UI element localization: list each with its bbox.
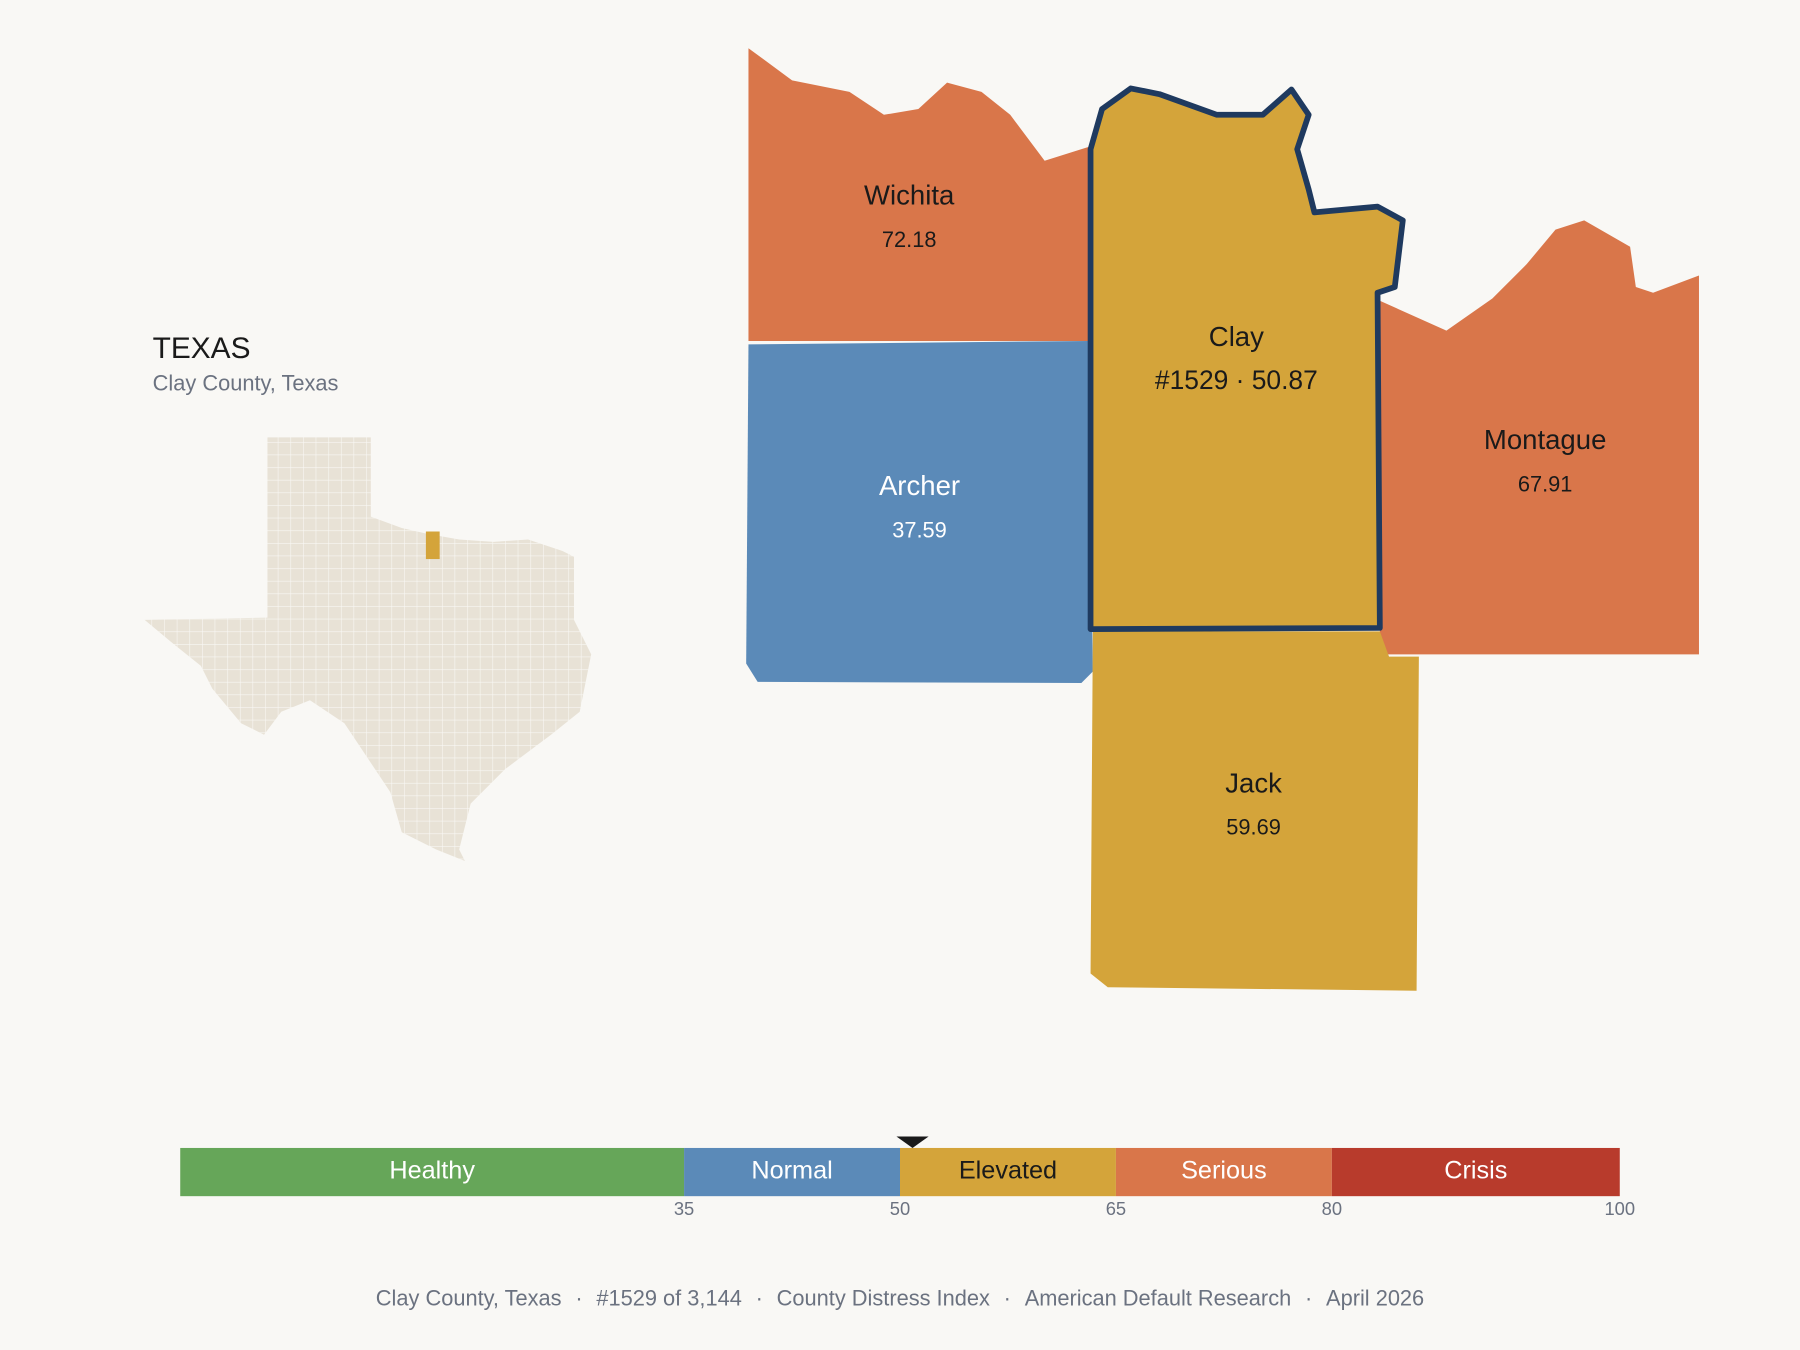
- county-name: Wichita: [864, 180, 955, 211]
- footer-separator: ·: [756, 1285, 763, 1310]
- footer-part: County Distress Index: [777, 1285, 990, 1310]
- county-name: Jack: [1225, 767, 1282, 798]
- scale-tick-label: 35: [674, 1198, 694, 1219]
- footer-part: April 2026: [1326, 1285, 1424, 1310]
- footer-separator: ·: [575, 1285, 582, 1310]
- scale-band-label: Serious: [1181, 1157, 1267, 1185]
- scale-tick-label: 80: [1322, 1198, 1342, 1219]
- county-value: 59.69: [1226, 815, 1281, 840]
- scale-band-label: Healthy: [389, 1157, 475, 1185]
- scale-band-label: Crisis: [1444, 1157, 1507, 1185]
- county-name: Montague: [1484, 424, 1607, 455]
- scale-tick-label: 100: [1604, 1198, 1635, 1219]
- footer: Clay County, Texas · #1529 of 3,144 · County…: [376, 1285, 1424, 1310]
- county-value: #1529 · 50.87: [1155, 365, 1318, 395]
- state-title: TEXAS: [153, 332, 251, 365]
- footer-separator: ·: [1004, 1285, 1011, 1310]
- county-name: Archer: [879, 470, 960, 501]
- county-value: 37.59: [892, 517, 947, 542]
- scale-band: [180, 1147, 685, 1197]
- county-shape: [748, 48, 1089, 341]
- scale-tick-label: 50: [890, 1198, 910, 1219]
- scale-marker: [896, 1136, 929, 1148]
- county-shape: [746, 340, 1093, 684]
- footer-separator: ·: [1305, 1285, 1312, 1310]
- footer-part: #1529 of 3,144: [596, 1285, 741, 1310]
- county-value: 72.18: [882, 227, 937, 252]
- texas-outline: [144, 437, 592, 861]
- scale-band: [1115, 1147, 1332, 1197]
- scale-band: [1331, 1147, 1620, 1197]
- scale-band: [900, 1147, 1116, 1197]
- county-shape: [1379, 220, 1699, 655]
- footer-part: American Default Research: [1025, 1285, 1292, 1310]
- scale-band-label: Elevated: [959, 1157, 1057, 1185]
- scale-band: [684, 1147, 900, 1197]
- state-subtitle: Clay County, Texas: [153, 370, 339, 395]
- county-name: Clay: [1209, 321, 1264, 352]
- footer-part: Clay County, Texas: [376, 1285, 562, 1310]
- texas-selected-county: [425, 531, 440, 560]
- county-shape: [1090, 631, 1419, 991]
- county-shape: [1087, 85, 1406, 632]
- scale-tick-label: 65: [1106, 1198, 1126, 1219]
- county-value: 67.91: [1518, 471, 1573, 496]
- scale-band-label: Normal: [751, 1157, 832, 1185]
